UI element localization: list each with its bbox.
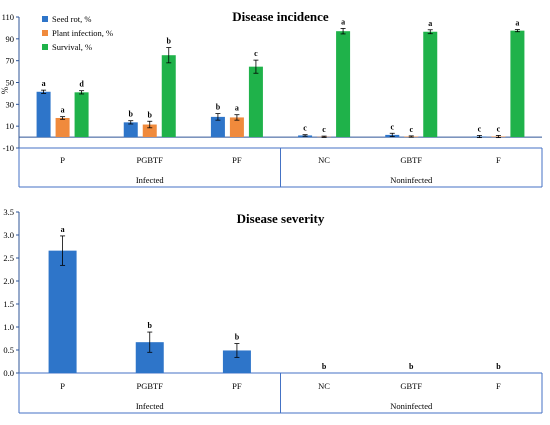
category-label: F: [496, 155, 501, 165]
category-label: GBTF: [400, 381, 422, 391]
category-label: PGBTF: [137, 155, 164, 165]
y-tick-label: -10: [3, 143, 14, 153]
legend-swatch: [42, 44, 48, 50]
bar-survival: [249, 67, 263, 137]
category-label: NC: [318, 155, 330, 165]
bar-severity: [49, 251, 77, 373]
y-tick-label: 10: [6, 121, 15, 131]
chart-title: Disease incidence: [232, 9, 329, 24]
significance-letter: a: [42, 79, 46, 88]
legend-label: Plant infection, %: [52, 28, 113, 38]
group-label: Infected: [136, 175, 165, 185]
category-label: F: [496, 381, 501, 391]
y-tick-label: 2.5: [3, 253, 14, 263]
legend-label: Survival, %: [52, 42, 92, 52]
bar-seed-rot: [37, 92, 51, 137]
group-label: Noninfected: [390, 175, 433, 185]
y-tick-label: 1.0: [3, 322, 14, 332]
bar-seed-rot: [124, 122, 138, 137]
group-label: Infected: [136, 401, 165, 411]
y-tick-label: 90: [6, 34, 15, 44]
significance-letter: b: [409, 362, 414, 371]
significance-letter: b: [167, 37, 172, 46]
significance-letter: d: [79, 80, 84, 89]
group-label: Noninfected: [390, 401, 433, 411]
bar-survival: [423, 32, 437, 137]
significance-letter: c: [303, 124, 307, 133]
bar-plant-infection: [56, 118, 70, 137]
legend-swatch: [42, 30, 48, 36]
significance-letter: b: [148, 110, 153, 119]
y-tick-label: 0.5: [3, 345, 14, 355]
category-label: PF: [232, 381, 242, 391]
significance-letter: a: [61, 106, 65, 115]
significance-letter: b: [148, 321, 153, 330]
significance-letter: a: [515, 19, 519, 28]
bar-survival: [510, 31, 524, 137]
legend-swatch: [42, 16, 48, 22]
y-tick-label: 110: [2, 12, 14, 22]
y-tick-label: 1.5: [3, 299, 14, 309]
significance-letter: b: [322, 362, 327, 371]
y-tick-label: 3.5: [3, 207, 14, 217]
significance-letter: c: [478, 124, 482, 133]
y-axis-label: %: [0, 86, 10, 94]
category-label: PF: [232, 155, 242, 165]
bar-survival: [75, 92, 89, 137]
significance-letter: c: [254, 49, 258, 58]
y-tick-label: 3.0: [3, 230, 14, 240]
category-label: NC: [318, 381, 330, 391]
category-label: GBTF: [400, 155, 422, 165]
significance-letter: a: [428, 19, 432, 28]
legend-label: Seed rot, %: [52, 14, 91, 24]
significance-letter: c: [390, 122, 394, 131]
bar-survival: [162, 55, 176, 137]
category-label: P: [60, 381, 65, 391]
significance-letter: c: [322, 125, 326, 134]
significance-letter: b: [235, 333, 240, 342]
significance-letter: a: [61, 225, 65, 234]
significance-letter: c: [497, 124, 501, 133]
significance-letter: b: [496, 362, 501, 371]
category-label: P: [60, 155, 65, 165]
y-tick-label: 30: [6, 99, 15, 109]
significance-letter: b: [216, 103, 221, 112]
y-tick-label: 70: [6, 56, 15, 66]
y-tick-label: 2.0: [3, 276, 14, 286]
significance-letter: a: [235, 104, 239, 113]
significance-letter: b: [129, 110, 134, 119]
y-tick-label: 0.0: [3, 368, 14, 378]
bar-survival: [336, 31, 350, 137]
category-label: PGBTF: [137, 381, 164, 391]
significance-letter: a: [341, 17, 345, 26]
significance-letter: c: [409, 125, 413, 134]
chart-title: Disease severity: [237, 211, 325, 226]
y-tick-label: 50: [6, 78, 15, 88]
